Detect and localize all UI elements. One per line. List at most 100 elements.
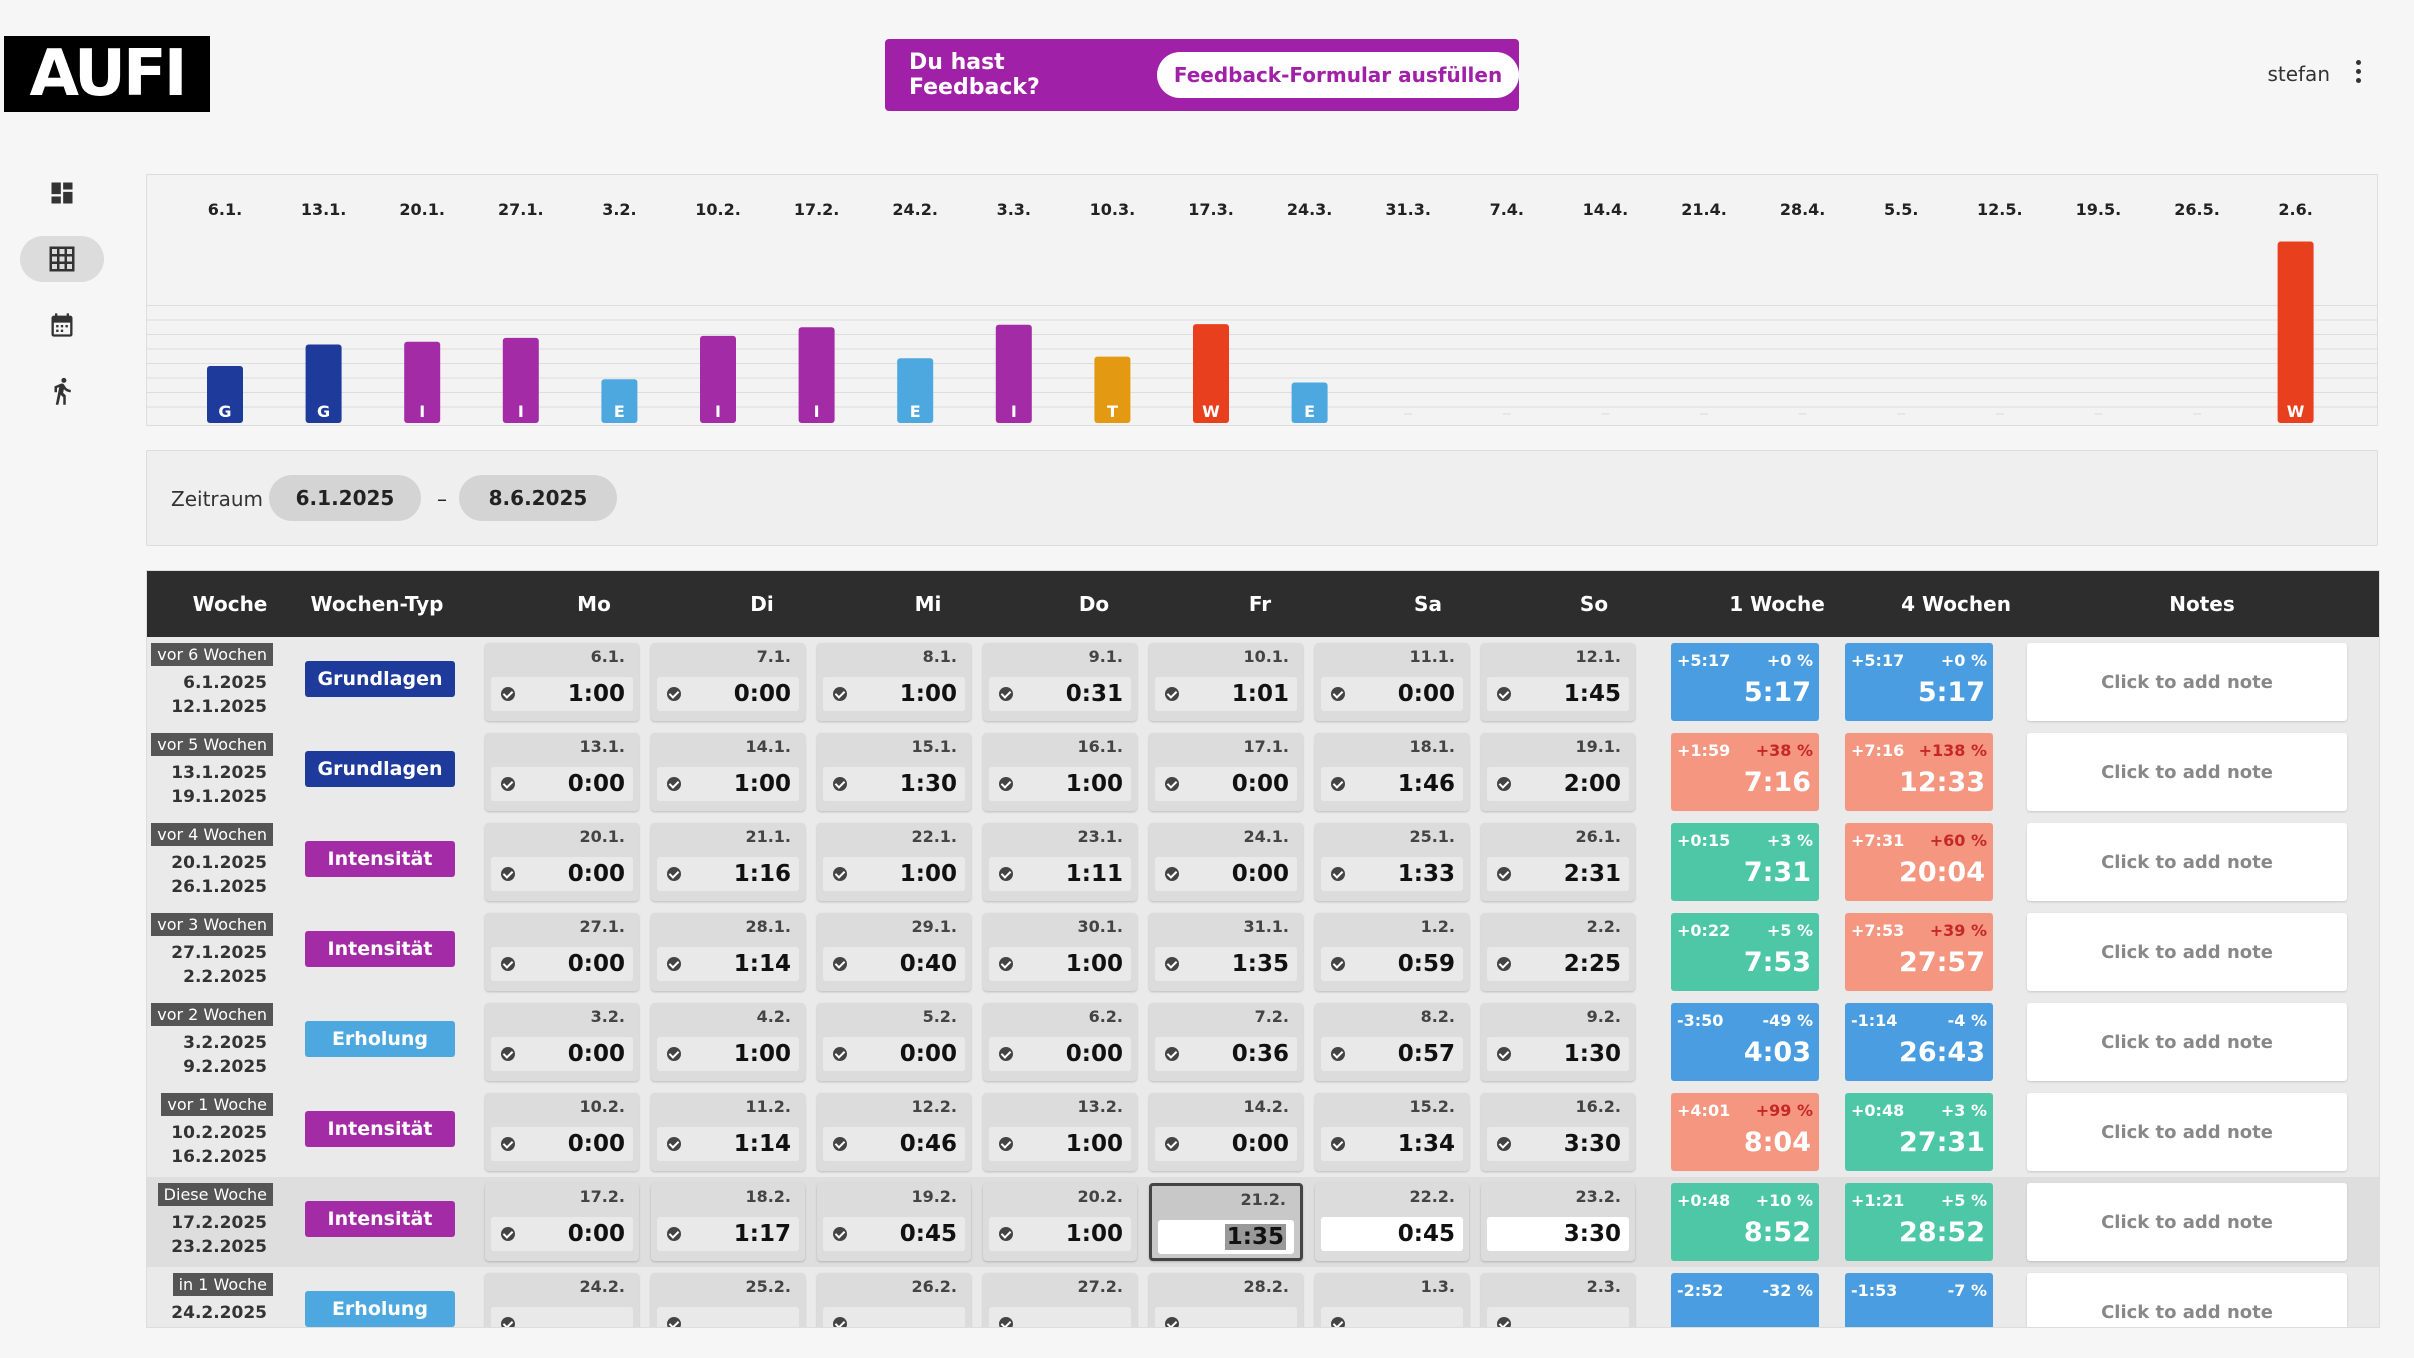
check-circle-icon[interactable]	[833, 1137, 847, 1151]
check-circle-icon[interactable]	[667, 867, 681, 881]
check-circle-icon[interactable]	[999, 1227, 1013, 1241]
chart-bar[interactable]	[404, 341, 441, 423]
day-cell[interactable]: 2.3.	[1481, 1273, 1635, 1327]
nav-table[interactable]	[20, 236, 104, 282]
week-type-badge[interactable]: Grundlagen	[305, 661, 455, 697]
note-field[interactable]: Click to add note	[2027, 913, 2347, 991]
day-duration-input[interactable]: 0:00	[1155, 857, 1297, 891]
check-circle-icon[interactable]	[999, 867, 1013, 881]
day-cell[interactable]: 25.2.	[651, 1273, 805, 1327]
day-duration-input[interactable]: 1:30	[1487, 1037, 1629, 1071]
check-circle-icon[interactable]	[667, 777, 681, 791]
col-header-do[interactable]: Do	[1078, 592, 1110, 616]
day-duration-input[interactable]	[1487, 1307, 1629, 1327]
day-duration-input[interactable]: 0:00	[491, 1037, 633, 1071]
nav-dashboard[interactable]	[20, 170, 104, 216]
chart-bar[interactable]	[995, 324, 1032, 423]
day-duration-input[interactable]: 0:00	[491, 947, 633, 981]
week-type-badge[interactable]: Intensität	[305, 1201, 455, 1237]
check-circle-icon[interactable]	[1497, 1047, 1511, 1061]
feedback-form-button[interactable]: Feedback-Formular ausfüllen	[1157, 52, 1519, 98]
day-cell[interactable]: 15.2. 1:34	[1315, 1093, 1469, 1171]
day-cell[interactable]: 14.1. 1:00	[651, 733, 805, 811]
day-cell[interactable]: 31.1. 1:35	[1149, 913, 1303, 991]
day-cell[interactable]: 7.2. 0:36	[1149, 1003, 1303, 1081]
day-duration-input[interactable]: 2:31	[1487, 857, 1629, 891]
check-circle-icon[interactable]	[501, 1227, 515, 1241]
day-duration-input[interactable]	[491, 1307, 633, 1327]
day-cell[interactable]: 16.2. 3:30	[1481, 1093, 1635, 1171]
day-duration-input[interactable]	[823, 1307, 965, 1327]
check-circle-icon[interactable]	[1497, 957, 1511, 971]
day-duration-input[interactable]: 1:00	[823, 677, 965, 711]
check-circle-icon[interactable]	[1497, 777, 1511, 791]
check-circle-icon[interactable]	[833, 1227, 847, 1241]
day-duration-input[interactable]: 1:35	[1155, 947, 1297, 981]
day-cell[interactable]: 26.2.	[817, 1273, 971, 1327]
check-circle-icon[interactable]	[1165, 957, 1179, 971]
day-duration-input[interactable]: 1:45	[1487, 677, 1629, 711]
col-header-woche[interactable]: Woche	[192, 592, 268, 616]
day-duration-input[interactable]: 0:00	[491, 1217, 633, 1251]
check-circle-icon[interactable]	[999, 1137, 1013, 1151]
check-circle-icon[interactable]	[667, 687, 681, 701]
day-cell[interactable]: 11.1. 0:00	[1315, 643, 1469, 721]
nav-calendar[interactable]	[20, 302, 104, 348]
check-circle-icon[interactable]	[833, 957, 847, 971]
username[interactable]: stefan	[2267, 62, 2330, 86]
day-duration-input[interactable]: 1:00	[491, 677, 633, 711]
check-circle-icon[interactable]	[1331, 867, 1345, 881]
chart-bar[interactable]	[798, 327, 835, 423]
check-circle-icon[interactable]	[1331, 777, 1345, 791]
day-duration-input[interactable]: 1:17	[657, 1217, 799, 1251]
day-duration-input[interactable]: 0:45	[1321, 1217, 1463, 1251]
col-header-wochen-typ[interactable]: Wochen-Typ	[310, 592, 444, 616]
day-cell[interactable]: 19.2. 0:45	[817, 1183, 971, 1261]
check-circle-icon[interactable]	[1497, 1317, 1511, 1327]
day-duration-input[interactable]: 1:00	[989, 1127, 1131, 1161]
col-header-sa[interactable]: Sa	[1414, 592, 1442, 616]
day-cell[interactable]: 16.1. 1:00	[983, 733, 1137, 811]
day-cell[interactable]: 22.1. 1:00	[817, 823, 971, 901]
col-header-di[interactable]: Di	[750, 592, 774, 616]
day-cell[interactable]: 17.2. 0:00	[485, 1183, 639, 1261]
day-duration-input[interactable]	[989, 1307, 1131, 1327]
check-circle-icon[interactable]	[501, 1317, 515, 1327]
check-circle-icon[interactable]	[833, 1317, 847, 1327]
day-duration-input[interactable]: 0:46	[823, 1127, 965, 1161]
day-cell[interactable]: 3.2. 0:00	[485, 1003, 639, 1081]
day-cell[interactable]: 21.1. 1:16	[651, 823, 805, 901]
day-cell[interactable]: 18.2. 1:17	[651, 1183, 805, 1261]
day-cell[interactable]: 13.1. 0:00	[485, 733, 639, 811]
check-circle-icon[interactable]	[501, 957, 515, 971]
check-circle-icon[interactable]	[1165, 1317, 1179, 1327]
day-duration-input[interactable]: 0:40	[823, 947, 965, 981]
day-cell[interactable]: 7.1. 0:00	[651, 643, 805, 721]
day-cell[interactable]: 12.1. 1:45	[1481, 643, 1635, 721]
day-cell[interactable]: 1.3.	[1315, 1273, 1469, 1327]
day-cell[interactable]: 20.2. 1:00	[983, 1183, 1137, 1261]
day-duration-input[interactable]	[657, 1307, 799, 1327]
chart-bar[interactable]	[2277, 241, 2314, 423]
day-duration-input[interactable]: 0:00	[491, 857, 633, 891]
day-duration-input[interactable]: 1:00	[657, 1037, 799, 1071]
check-circle-icon[interactable]	[999, 687, 1013, 701]
check-circle-icon[interactable]	[833, 867, 847, 881]
check-circle-icon[interactable]	[667, 1137, 681, 1151]
col-header-notes[interactable]: Notes	[2169, 592, 2235, 616]
day-duration-input[interactable]: 1:00	[989, 947, 1131, 981]
day-duration-input[interactable]: 0:00	[989, 1037, 1131, 1071]
day-duration-input[interactable]	[1155, 1307, 1297, 1327]
check-circle-icon[interactable]	[999, 1047, 1013, 1061]
col-header-mo[interactable]: Mo	[577, 592, 611, 616]
note-field[interactable]: Click to add note	[2027, 1273, 2347, 1327]
check-circle-icon[interactable]	[501, 687, 515, 701]
day-cell[interactable]: 12.2. 0:46	[817, 1093, 971, 1171]
day-cell[interactable]: 24.1. 0:00	[1149, 823, 1303, 901]
day-cell[interactable]: 25.1. 1:33	[1315, 823, 1469, 901]
day-cell[interactable]: 23.1. 1:11	[983, 823, 1137, 901]
day-cell[interactable]: 21.2. 1:35	[1149, 1183, 1303, 1261]
day-duration-input[interactable]: 0:00	[657, 677, 799, 711]
chart-bar[interactable]	[601, 379, 638, 423]
note-field[interactable]: Click to add note	[2027, 1183, 2347, 1261]
